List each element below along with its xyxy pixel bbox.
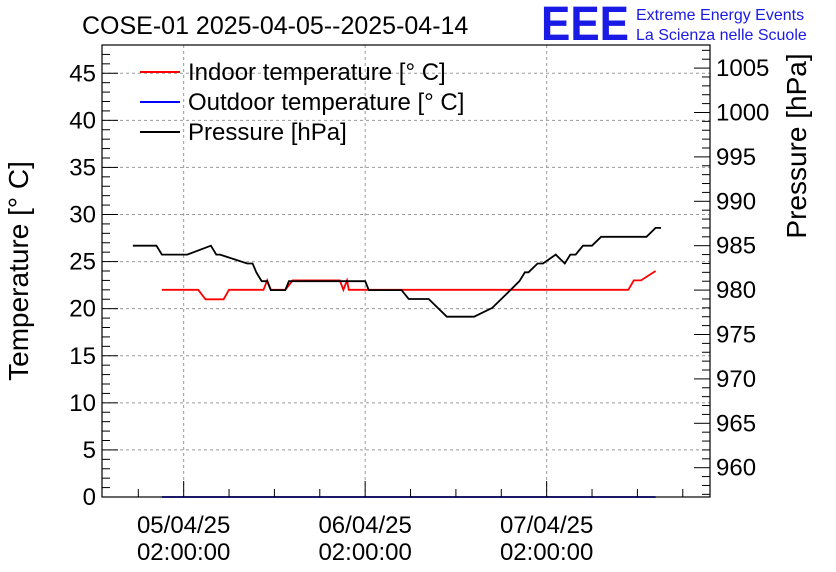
x-tick-label-date: 07/04/25	[500, 512, 593, 539]
y-tick-label: 5	[83, 437, 96, 464]
grid	[102, 45, 710, 497]
legend-label-pressure: Pressure [hPa]	[188, 119, 347, 146]
y-tick-label: 10	[69, 390, 96, 417]
x-tick-label-time: 02:00:00	[318, 539, 411, 566]
y-tick-label: 45	[69, 60, 96, 87]
legend: Indoor temperature [° C] Outdoor temperat…	[140, 59, 464, 146]
y-tick-label: 35	[69, 154, 96, 181]
axis-ticks	[102, 49, 710, 498]
y2-tick-label: 1000	[716, 99, 769, 126]
y-tick-label: 25	[69, 249, 96, 276]
x-tick-label-date: 05/04/25	[137, 512, 230, 539]
pressure-line	[132, 226, 661, 318]
y2-tick-label: 975	[716, 321, 756, 348]
indoor-temperature-line	[161, 270, 657, 301]
brand-line-2: La Scienza nelle Scuole	[636, 27, 807, 44]
y2-tick-label: 970	[716, 366, 756, 393]
eee-logo: EEE	[541, 0, 629, 51]
y2-tick-label: 990	[716, 188, 756, 215]
y-tick-label: 40	[69, 107, 96, 134]
y-axis-title: Temperature [° C]	[3, 161, 34, 381]
y-tick-label: 0	[83, 484, 96, 511]
plot-series	[132, 226, 661, 498]
x-tick-label-date: 06/04/25	[318, 512, 411, 539]
legend-label-outdoor-temperature: Outdoor temperature [° C]	[188, 89, 464, 116]
eee-logo-text: EEE	[541, 0, 629, 51]
x-tick-label-time: 02:00:00	[137, 539, 230, 566]
tick-labels: 0 5 10 15 20 25 30 35 40 45 960 965 970 975 980 985 990 9…	[69, 55, 769, 566]
y2-tick-label: 985	[716, 233, 756, 260]
y2-tick-label: 960	[716, 455, 756, 482]
y2-axis-title: Pressure [hPa]	[781, 53, 812, 238]
x-tick-label-time: 02:00:00	[500, 539, 593, 566]
y2-tick-label: 980	[716, 277, 756, 304]
y2-tick-label: 995	[716, 144, 756, 171]
y-tick-label: 30	[69, 202, 96, 229]
y2-tick-label: 965	[716, 410, 756, 437]
y2-tick-label: 1005	[716, 55, 769, 82]
chart-title: COSE-01 2025-04-05--2025-04-14	[82, 12, 468, 40]
y-tick-label: 20	[69, 296, 96, 323]
legend-label-indoor-temperature: Indoor temperature [° C]	[188, 59, 446, 86]
brand-line-1: Extreme Energy Events	[636, 7, 804, 24]
y-tick-label: 15	[69, 343, 96, 370]
